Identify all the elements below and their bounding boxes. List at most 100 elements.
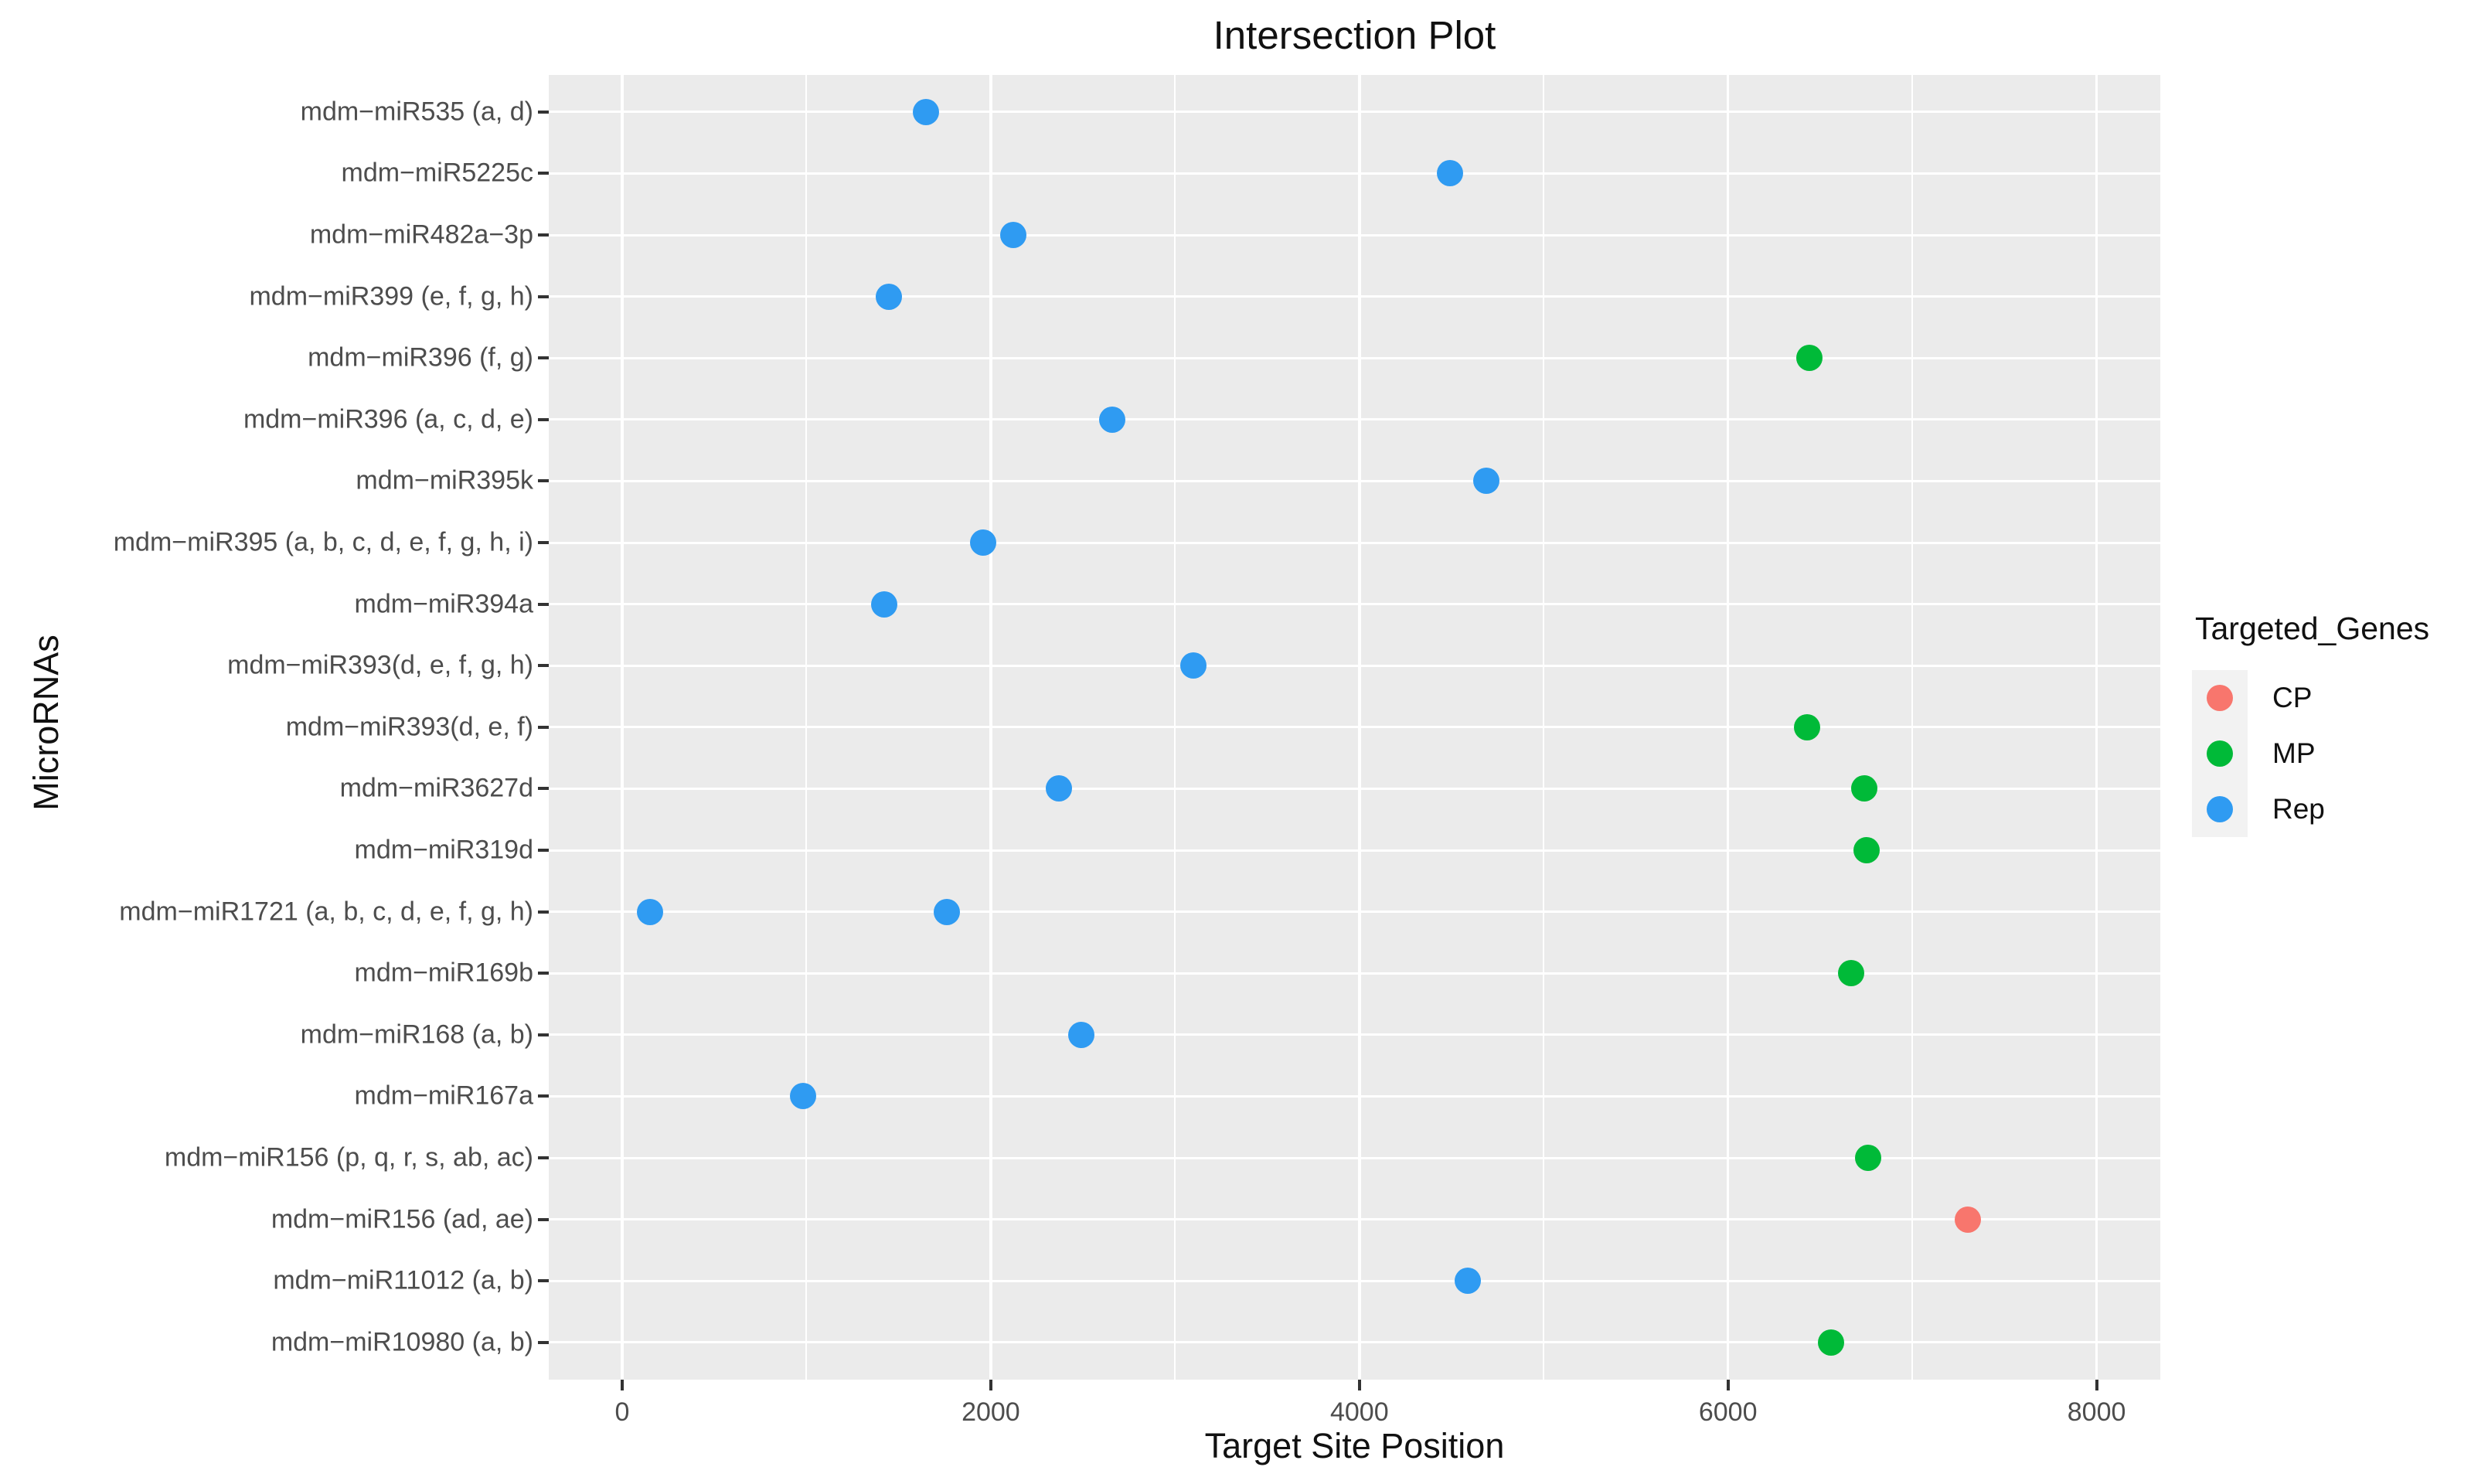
x-axis-tick-mark xyxy=(2095,1380,2098,1390)
horizontal-gridline xyxy=(549,603,2160,606)
data-point-rep xyxy=(1099,406,1126,433)
data-point-rep xyxy=(1067,1021,1094,1048)
legend-dot-mp xyxy=(2207,740,2233,767)
horizontal-gridline xyxy=(549,233,2160,237)
horizontal-gridline xyxy=(549,972,2160,975)
x-axis-tick-label: 0 xyxy=(614,1397,630,1427)
horizontal-gridline xyxy=(549,849,2160,852)
legend-entries: CP MP Rep xyxy=(2192,670,2455,837)
y-axis-tick-mark xyxy=(538,110,549,114)
y-axis-tick-mark xyxy=(538,479,549,483)
y-axis-category-label: mdm−miR156 (ad, ae) xyxy=(271,1204,533,1234)
data-point-mp xyxy=(1853,837,1880,863)
x-axis-tick-mark xyxy=(989,1380,992,1390)
y-axis-tick-mark xyxy=(538,1217,549,1221)
y-axis-tick-mark xyxy=(538,356,549,360)
data-point-mp xyxy=(1794,713,1821,740)
data-point-rep xyxy=(636,898,663,925)
legend-dot-rep xyxy=(2207,796,2233,822)
data-point-mp xyxy=(1818,1329,1845,1356)
y-axis-category-label: mdm−miR11012 (a, b) xyxy=(273,1265,533,1295)
vertical-minor-gridline xyxy=(1174,75,1176,1380)
y-axis-title: MicroRNAs xyxy=(26,635,66,811)
data-point-mp xyxy=(1851,775,1878,802)
vertical-major-gridline xyxy=(2095,75,2098,1380)
horizontal-gridline xyxy=(549,418,2160,421)
horizontal-gridline xyxy=(549,1033,2160,1036)
horizontal-gridline xyxy=(549,787,2160,790)
y-axis-tick-mark xyxy=(538,294,549,298)
horizontal-gridline xyxy=(549,111,2160,114)
data-point-rep xyxy=(875,283,902,310)
vertical-minor-gridline xyxy=(1543,75,1545,1380)
y-axis-category-label: mdm−miR395k xyxy=(356,465,533,495)
horizontal-gridline xyxy=(549,172,2160,175)
y-axis-category-label: mdm−miR393(d, e, f, g, h) xyxy=(227,650,533,680)
horizontal-gridline xyxy=(549,1218,2160,1221)
y-axis-tick-mark xyxy=(538,1340,549,1344)
horizontal-gridline xyxy=(549,1279,2160,1282)
y-axis-category-label: mdm−miR156 (p, q, r, s, ab, ac) xyxy=(164,1142,533,1173)
y-axis-category-label: mdm−miR10980 (a, b) xyxy=(271,1327,533,1357)
legend-entry-rep: Rep xyxy=(2192,781,2455,837)
horizontal-gridline xyxy=(549,1341,2160,1344)
y-axis-tick-mark xyxy=(538,233,549,237)
y-axis-category-label: mdm−miR1721 (a, b, c, d, e, f, g, h) xyxy=(119,897,533,927)
horizontal-gridline xyxy=(549,664,2160,667)
y-axis-tick-mark xyxy=(538,1094,549,1098)
data-point-mp xyxy=(1838,960,1865,987)
y-axis-category-label: mdm−miR394a xyxy=(354,589,533,619)
y-axis-category-label: mdm−miR167a xyxy=(354,1081,533,1111)
vertical-major-gridline xyxy=(989,75,992,1380)
x-axis-title: Target Site Position xyxy=(1204,1426,1505,1465)
x-axis-tick-label: 8000 xyxy=(2067,1397,2126,1427)
data-point-rep xyxy=(999,222,1026,248)
y-axis-tick-mark xyxy=(538,417,549,421)
y-axis-category-label: mdm−miR393(d, e, f) xyxy=(285,712,533,742)
data-point-rep xyxy=(1473,468,1500,495)
data-point-rep xyxy=(933,898,960,925)
y-axis-category-label: mdm−miR535 (a, d) xyxy=(300,97,533,127)
y-axis-tick-mark xyxy=(538,787,549,791)
y-axis-category-label: mdm−miR3627d xyxy=(339,773,533,803)
horizontal-gridline xyxy=(549,726,2160,729)
vertical-major-gridline xyxy=(1726,75,1730,1380)
legend-label: Rep xyxy=(2272,793,2325,825)
y-axis-tick-mark xyxy=(538,172,549,175)
data-point-rep xyxy=(970,529,997,556)
vertical-minor-gridline xyxy=(805,75,808,1380)
y-axis-tick-mark xyxy=(538,664,549,668)
plot-panel xyxy=(549,75,2160,1380)
legend: Targeted_Genes CP MP Rep xyxy=(2192,611,2455,837)
data-point-rep xyxy=(913,98,940,125)
vertical-major-gridline xyxy=(621,75,624,1380)
data-point-cp xyxy=(1954,1206,1981,1233)
x-axis-tick-mark xyxy=(621,1380,624,1390)
y-axis-tick-mark xyxy=(538,1156,549,1159)
legend-title: Targeted_Genes xyxy=(2195,611,2430,646)
y-axis-tick-mark xyxy=(538,1279,549,1283)
horizontal-gridline xyxy=(549,356,2160,359)
y-axis-category-label: mdm−miR482a−3p xyxy=(309,220,533,250)
y-axis-category-label: mdm−miR396 (a, c, d, e) xyxy=(243,404,533,434)
x-axis-tick-label: 4000 xyxy=(1329,1397,1389,1427)
y-axis-tick-mark xyxy=(538,972,549,975)
legend-label: CP xyxy=(2272,682,2313,713)
horizontal-gridline xyxy=(549,1156,2160,1159)
y-axis-category-label: mdm−miR395 (a, b, c, d, e, f, g, h, i) xyxy=(113,527,533,557)
horizontal-gridline xyxy=(549,541,2160,544)
x-axis-tick-label: 6000 xyxy=(1698,1397,1758,1427)
y-axis-tick-mark xyxy=(538,1033,549,1036)
y-axis-category-label: mdm−miR396 (f, g) xyxy=(308,342,533,373)
plot-title: Intersection Plot xyxy=(1213,13,1496,57)
data-point-rep xyxy=(1455,1268,1482,1295)
y-axis-category-label: mdm−miR5225c xyxy=(341,158,533,188)
y-axis-category-label: mdm−miR168 (a, b) xyxy=(300,1019,533,1050)
y-axis-tick-mark xyxy=(538,849,549,852)
horizontal-gridline xyxy=(549,295,2160,298)
horizontal-gridline xyxy=(549,1094,2160,1098)
legend-label: MP xyxy=(2272,737,2316,769)
data-point-mp xyxy=(1795,345,1823,372)
data-point-rep xyxy=(789,1083,816,1110)
